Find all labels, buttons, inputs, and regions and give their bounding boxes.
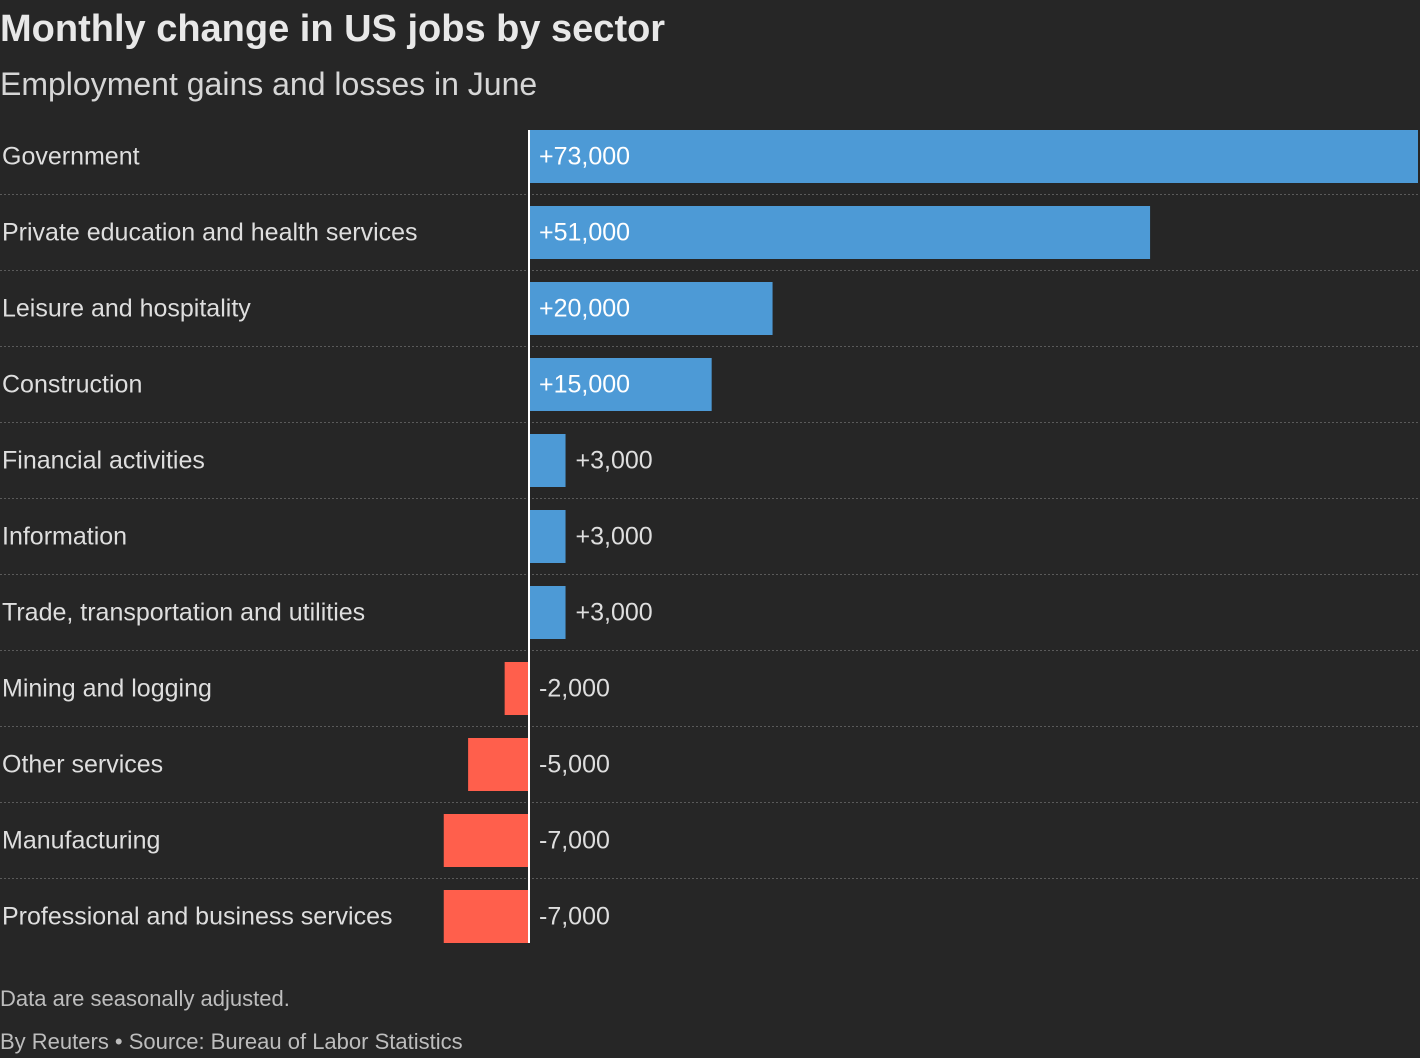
bar-chart: Government +73,000 Private education and h… <box>0 130 1420 943</box>
value-label: -2,000 <box>539 675 610 703</box>
value-label: +51,000 <box>539 219 630 247</box>
category-label: Private education and health services <box>2 219 418 247</box>
category-label: Manufacturing <box>2 827 160 855</box>
value-label: +15,000 <box>539 371 630 399</box>
value-label: -5,000 <box>539 751 610 779</box>
bar <box>443 814 529 867</box>
category-label: Financial activities <box>2 447 205 475</box>
category-label: Information <box>2 523 127 551</box>
value-label: +3,000 <box>576 599 653 627</box>
bar <box>529 510 566 563</box>
category-label: Other services <box>2 751 163 779</box>
bar <box>529 206 1151 259</box>
category-label: Mining and logging <box>2 675 212 703</box>
value-label: +3,000 <box>576 447 653 475</box>
bar <box>468 738 529 791</box>
category-label: Leisure and hospitality <box>2 295 251 323</box>
bar <box>529 434 566 487</box>
value-label: -7,000 <box>539 827 610 855</box>
category-label: Professional and business services <box>2 903 392 931</box>
chart-title: Monthly change in US jobs by sector <box>0 8 666 50</box>
value-label: -7,000 <box>539 903 610 931</box>
bar <box>529 282 773 335</box>
value-label: +20,000 <box>539 295 630 323</box>
bar <box>529 586 566 639</box>
bar <box>504 662 529 715</box>
chart-subtitle: Employment gains and losses in June <box>0 66 538 102</box>
source-credit: By Reuters • Source: Bureau of Labor Sta… <box>0 1029 463 1054</box>
bar <box>529 130 1418 183</box>
value-label: +73,000 <box>539 143 630 171</box>
bar <box>443 890 529 943</box>
bar <box>529 358 712 411</box>
value-label: +3,000 <box>576 523 653 551</box>
category-label: Government <box>2 143 140 171</box>
footnote: Data are seasonally adjusted. <box>0 986 290 1011</box>
category-label: Trade, transportation and utilities <box>2 599 365 627</box>
category-label: Construction <box>2 371 142 399</box>
